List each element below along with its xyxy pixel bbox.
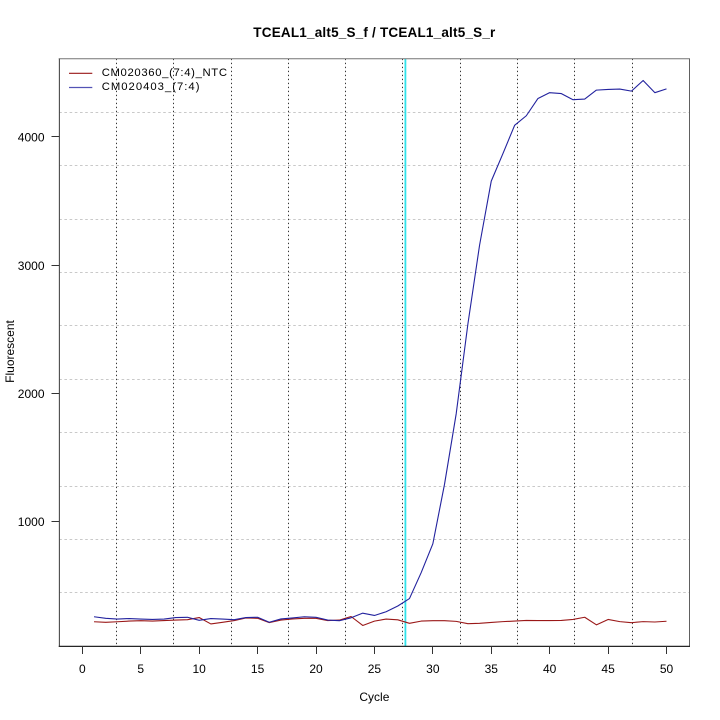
svg-text:CM020403_(7:4): CM020403_(7:4) [102,81,201,93]
svg-text:40: 40 [543,662,557,676]
svg-text:45: 45 [601,662,615,676]
svg-text:1000: 1000 [18,515,45,529]
svg-text:Fluorescent: Fluorescent [3,319,17,382]
svg-text:15: 15 [251,662,265,676]
svg-text:30: 30 [426,662,440,676]
svg-text:3000: 3000 [18,259,45,273]
svg-text:TCEAL1_alt5_S_f / TCEAL1_alt5_: TCEAL1_alt5_S_f / TCEAL1_alt5_S_r [253,25,496,40]
svg-text:Cycle: Cycle [359,690,389,704]
svg-text:CM020360_(7:4)_NTC: CM020360_(7:4)_NTC [102,67,228,79]
svg-text:2000: 2000 [18,387,45,401]
svg-text:25: 25 [368,662,382,676]
svg-text:5: 5 [137,662,144,676]
svg-text:4000: 4000 [18,131,45,145]
svg-text:10: 10 [192,662,206,676]
svg-text:50: 50 [660,662,674,676]
svg-text:0: 0 [79,662,86,676]
svg-text:20: 20 [309,662,323,676]
svg-text:35: 35 [485,662,499,676]
